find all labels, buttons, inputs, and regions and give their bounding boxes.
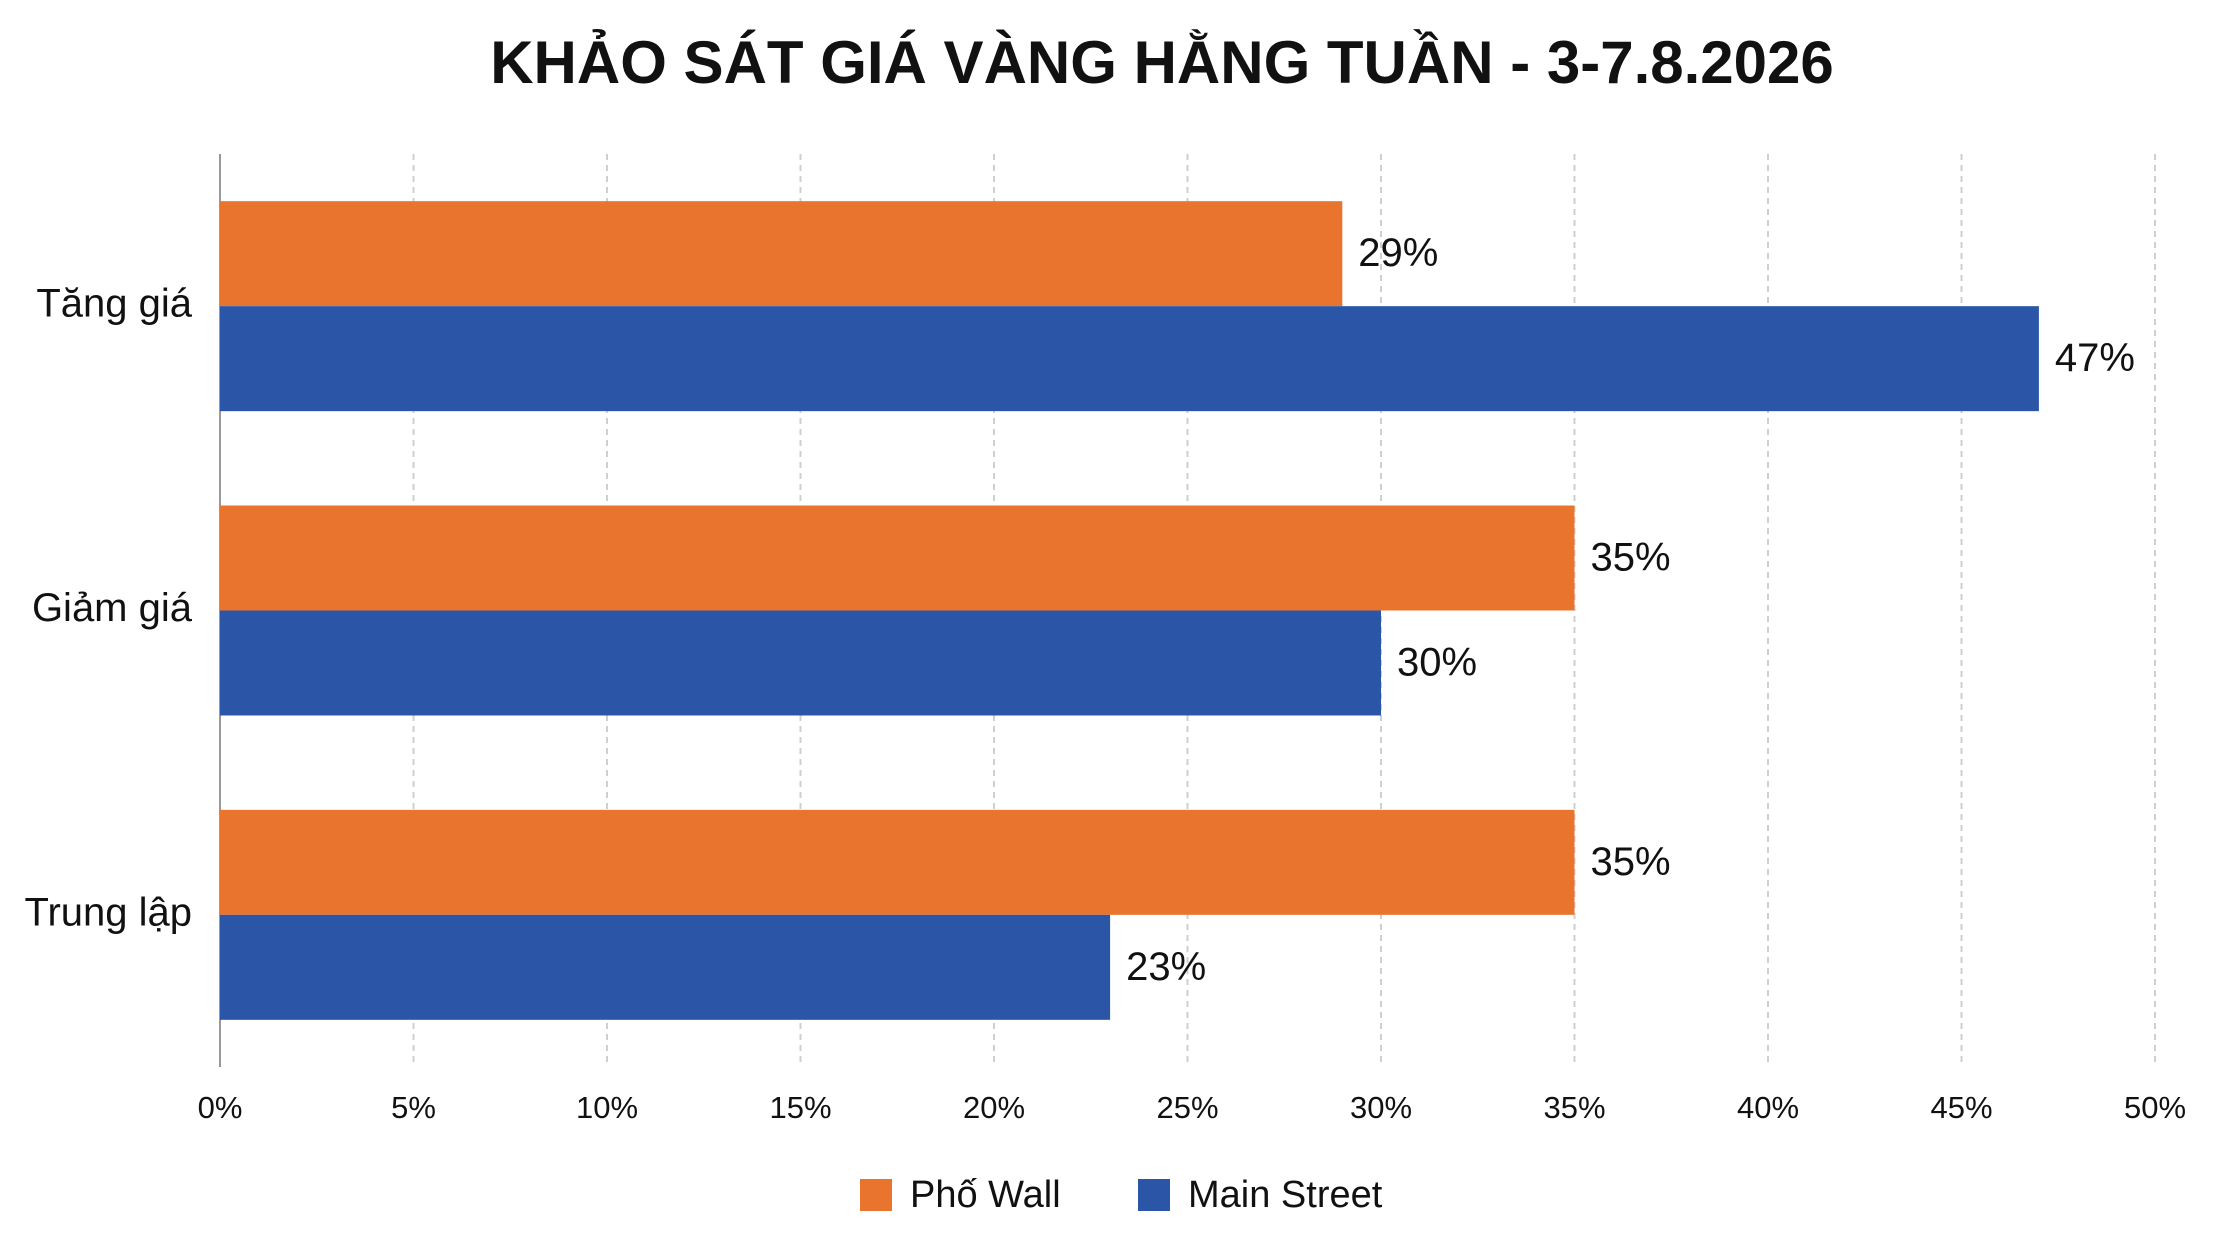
value-label: 35%: [1591, 840, 1671, 884]
bar: [220, 610, 1381, 716]
x-tick-label: 45%: [1930, 1090, 1992, 1125]
x-tick-label: 35%: [1543, 1090, 1605, 1125]
x-tick-label: 0%: [198, 1090, 243, 1125]
value-label: 30%: [1397, 641, 1477, 685]
bar: [220, 914, 1111, 1020]
value-label: 23%: [1126, 945, 1206, 989]
x-tick-label: 50%: [2124, 1090, 2186, 1125]
y-tick-label: Giảm giá: [32, 586, 193, 630]
x-tick-label: 15%: [769, 1090, 831, 1125]
bar: [220, 201, 1343, 307]
bar: [220, 809, 1575, 915]
legend-swatch: [860, 1179, 892, 1211]
legend-label: Main Street: [1188, 1174, 1383, 1216]
value-label: 47%: [2055, 336, 2135, 380]
x-tick-label: 30%: [1350, 1090, 1412, 1125]
x-tick-label: 5%: [391, 1090, 436, 1125]
value-label: 29%: [1358, 231, 1438, 275]
y-tick-label: Trung lập: [25, 890, 193, 934]
x-tick-label: 40%: [1737, 1090, 1799, 1125]
legend-swatch: [1138, 1179, 1170, 1211]
bar: [220, 505, 1575, 611]
x-tick-label: 10%: [576, 1090, 638, 1125]
bar: [220, 306, 2039, 412]
x-tick-label: 20%: [963, 1090, 1025, 1125]
chart-title: KHẢO SÁT GIÁ VÀNG HẰNG TUẦN - 3-7.8.2026: [490, 29, 1834, 96]
legend-label: Phố Wall: [910, 1174, 1061, 1216]
y-tick-label: Tăng giá: [36, 282, 192, 326]
value-label: 35%: [1591, 536, 1671, 580]
x-tick-label: 25%: [1156, 1090, 1218, 1125]
